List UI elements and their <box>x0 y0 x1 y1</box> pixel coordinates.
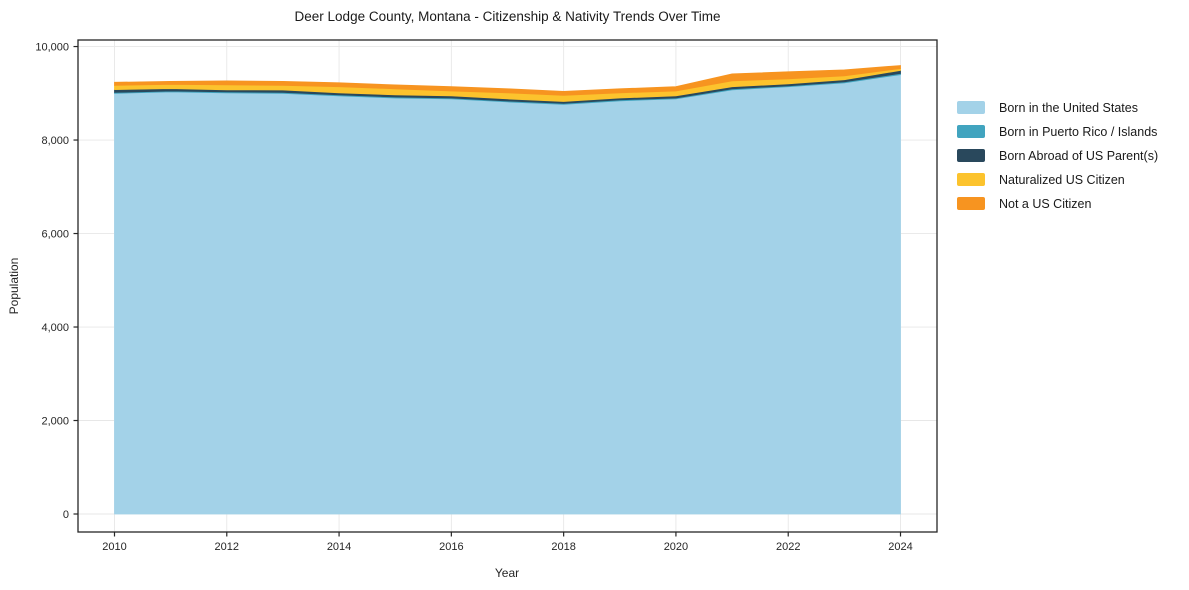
x-tick-label: 2012 <box>215 541 239 553</box>
legend-label: Born in the United States <box>999 100 1138 115</box>
legend-item-3: Naturalized US Citizen <box>957 172 1158 187</box>
y-axis-label: Population <box>7 258 21 315</box>
legend-label: Born Abroad of US Parent(s) <box>999 148 1159 163</box>
legend-swatch-icon <box>957 173 985 186</box>
chart-title: Deer Lodge County, Montana - Citizenship… <box>294 9 721 24</box>
axis-ticks <box>73 45 902 537</box>
legend-label: Born in Puerto Rico / Islands <box>999 124 1158 139</box>
axis-tick-labels: 2010 2012 2014 2016 2018 2020 2022 2024 0 2,000 4,… <box>35 42 912 553</box>
area-series-0 <box>114 74 901 515</box>
y-tick-label: 6,000 <box>41 229 69 241</box>
legend-swatch-icon <box>957 125 985 138</box>
y-tick-label: 10,000 <box>35 42 69 54</box>
legend-item-1: Born in Puerto Rico / Islands <box>957 124 1158 139</box>
y-tick-label: 4,000 <box>41 322 69 334</box>
legend-swatch-icon <box>957 101 985 114</box>
legend-swatch-icon <box>957 197 985 210</box>
legend-swatch-icon <box>957 149 985 162</box>
legend-item-0: Born in the United States <box>957 100 1158 115</box>
plot-border <box>77 39 938 533</box>
x-tick-label: 2022 <box>776 541 800 553</box>
x-tick-label: 2014 <box>327 541 351 553</box>
x-tick-label: 2020 <box>664 541 688 553</box>
legend-label: Naturalized US Citizen <box>999 172 1125 187</box>
y-tick-label: 2,000 <box>41 416 69 428</box>
stacked-areas <box>114 65 901 515</box>
legend-item-4: Not a US Citizen <box>957 196 1158 211</box>
y-tick-label: 8,000 <box>41 135 69 147</box>
legend: Born in the United States Born in Puerto … <box>957 100 1159 211</box>
x-tick-label: 2010 <box>102 541 126 553</box>
legend-label: Not a US Citizen <box>999 196 1092 211</box>
legend-item-2: Born Abroad of US Parent(s) <box>957 148 1159 163</box>
x-tick-label: 2024 <box>888 541 912 553</box>
x-tick-label: 2018 <box>551 541 575 553</box>
y-tick-label: 0 <box>63 509 69 521</box>
x-axis-label: Year <box>495 566 519 580</box>
area-series-4 <box>114 65 901 96</box>
x-tick-label: 2016 <box>439 541 463 553</box>
